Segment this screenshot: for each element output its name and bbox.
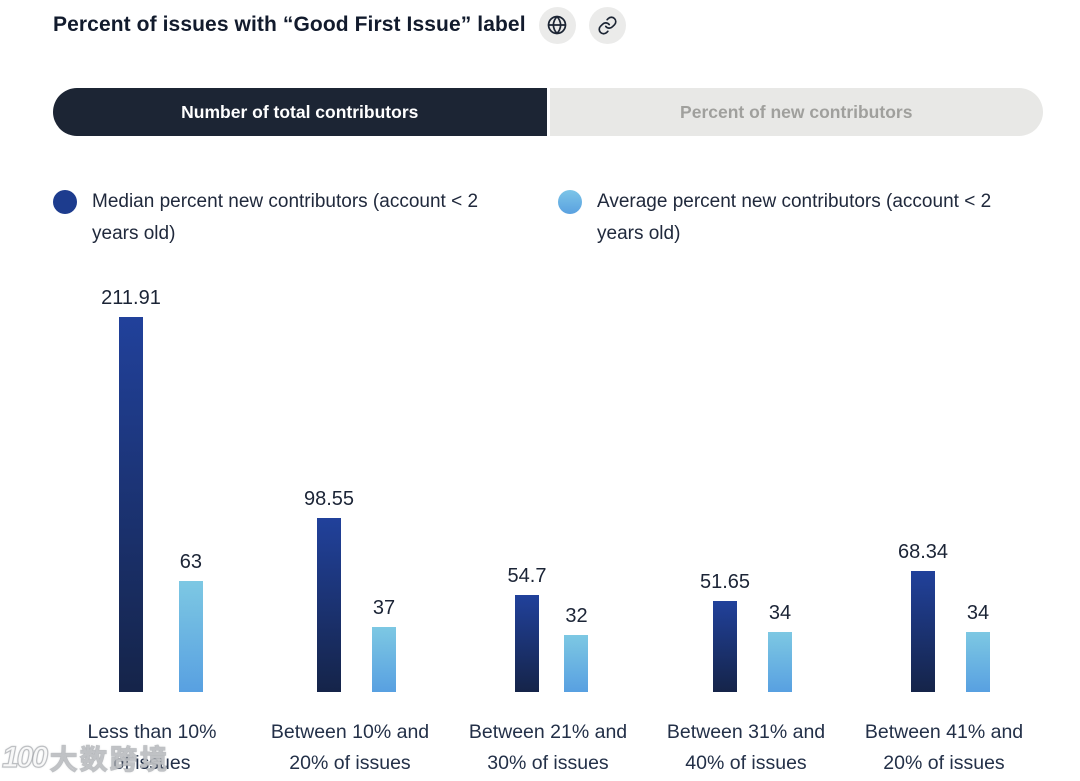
category-label: Between 10% and 20% of issues (271, 717, 429, 779)
chart-legend: Median percent new contributors (account… (53, 186, 1043, 250)
category-label-line: 20% of issues (289, 752, 411, 774)
bar-value-label: 51.65 (699, 571, 751, 593)
bar-value-label: 63 (179, 551, 202, 573)
bars-row: 51.65 34 (700, 283, 793, 692)
bar-value-label: 37 (372, 597, 396, 619)
category-label: Between 41% and 20% of issues (865, 717, 1023, 779)
average-bar[interactable] (178, 581, 203, 692)
bar-unit: 98.55 (304, 488, 354, 692)
tab-number-of-total-contributors[interactable]: Number of total contributors (53, 88, 547, 136)
legend-item-average: Average percent new contributors (accoun… (558, 186, 1017, 250)
tab-bar: Number of total contributors Percent of … (53, 88, 1043, 136)
bar-value-label: 34 (768, 602, 792, 624)
page-title: Percent of issues with “Good First Issue… (53, 13, 526, 36)
bars-row: 68.34 34 (898, 283, 991, 692)
bar-unit: 34 (768, 602, 793, 692)
average-bar[interactable] (564, 635, 589, 692)
bar-value-label: 34 (966, 602, 990, 624)
bar-value-label: 32 (565, 605, 588, 627)
header: Percent of issues with “Good First Issue… (53, 6, 1043, 44)
median-bar[interactable] (119, 317, 143, 692)
bar-value-label: 211.91 (101, 287, 161, 309)
bar-group: 54.7 32 Between 21% and 30% of issues (449, 283, 647, 779)
bars-row: 54.7 32 (508, 283, 589, 692)
bar-group: 211.91 63 Less than 10% of issues (53, 283, 251, 779)
bar-unit: 68.34 (898, 541, 948, 692)
bar-unit: 211.91 (101, 287, 161, 692)
watermark-logo: 100 (1, 740, 48, 774)
bar-unit: 37 (372, 597, 397, 692)
median-series-dot-icon (53, 190, 77, 214)
bar-unit: 32 (564, 605, 589, 692)
bar-group: 51.65 34 Between 31% and 40% of issues (647, 283, 845, 779)
bar-unit: 51.65 (700, 571, 750, 692)
bar-unit: 34 (966, 602, 991, 692)
average-bar[interactable] (372, 627, 397, 692)
category-label-line: 20% of issues (883, 752, 1005, 774)
legend-label: Average percent new contributors (accoun… (597, 191, 992, 244)
average-bar[interactable] (966, 632, 991, 692)
category-label-line: Between 10% and (270, 721, 430, 743)
median-bar[interactable] (317, 518, 341, 692)
bar-groups: 211.91 63 Less than 10% of issues 98.55 37 Bet… (53, 283, 1043, 779)
median-bar[interactable] (911, 571, 935, 692)
category-label: Less than 10% of issues (87, 717, 216, 779)
tab-percent-of-new-contributors[interactable]: Percent of new contributors (549, 88, 1043, 136)
category-label-line: Between 21% and (468, 721, 628, 743)
category-label-line: 40% of issues (685, 752, 807, 774)
category-label-line: of issues (113, 752, 191, 774)
bar-value-label: 54.7 (507, 565, 547, 587)
bars-row: 98.55 37 (304, 283, 397, 692)
bars-row: 211.91 63 (101, 283, 203, 692)
category-label: Between 21% and 30% of issues (469, 717, 627, 779)
median-bar[interactable] (515, 595, 539, 692)
bar-unit: 63 (178, 551, 203, 692)
category-label-line: Between 31% and (666, 721, 826, 743)
average-series-dot-icon (558, 190, 582, 214)
legend-label: Median percent new contributors (account… (92, 191, 479, 244)
median-bar[interactable] (713, 601, 737, 692)
category-label-line: Between 41% and (864, 721, 1024, 743)
bar-group: 98.55 37 Between 10% and 20% of issues (251, 283, 449, 779)
bar-chart: 211.91 63 Less than 10% of issues 98.55 37 Bet… (53, 283, 1043, 779)
link-button[interactable] (588, 6, 626, 44)
bar-unit: 54.7 (507, 565, 547, 692)
category-label-line: 30% of issues (487, 752, 609, 774)
globe-icon (546, 14, 568, 36)
link-icon (597, 15, 618, 36)
average-bar[interactable] (768, 632, 793, 692)
bar-group: 68.34 34 Between 41% and 20% of issues (845, 283, 1043, 779)
globe-button[interactable] (538, 6, 576, 44)
legend-item-median: Median percent new contributors (account… (53, 186, 558, 250)
bar-value-label: 68.34 (897, 541, 949, 563)
bar-value-label: 98.55 (303, 488, 355, 510)
category-label-line: Less than 10% (87, 721, 217, 743)
category-label: Between 31% and 40% of issues (667, 717, 825, 779)
